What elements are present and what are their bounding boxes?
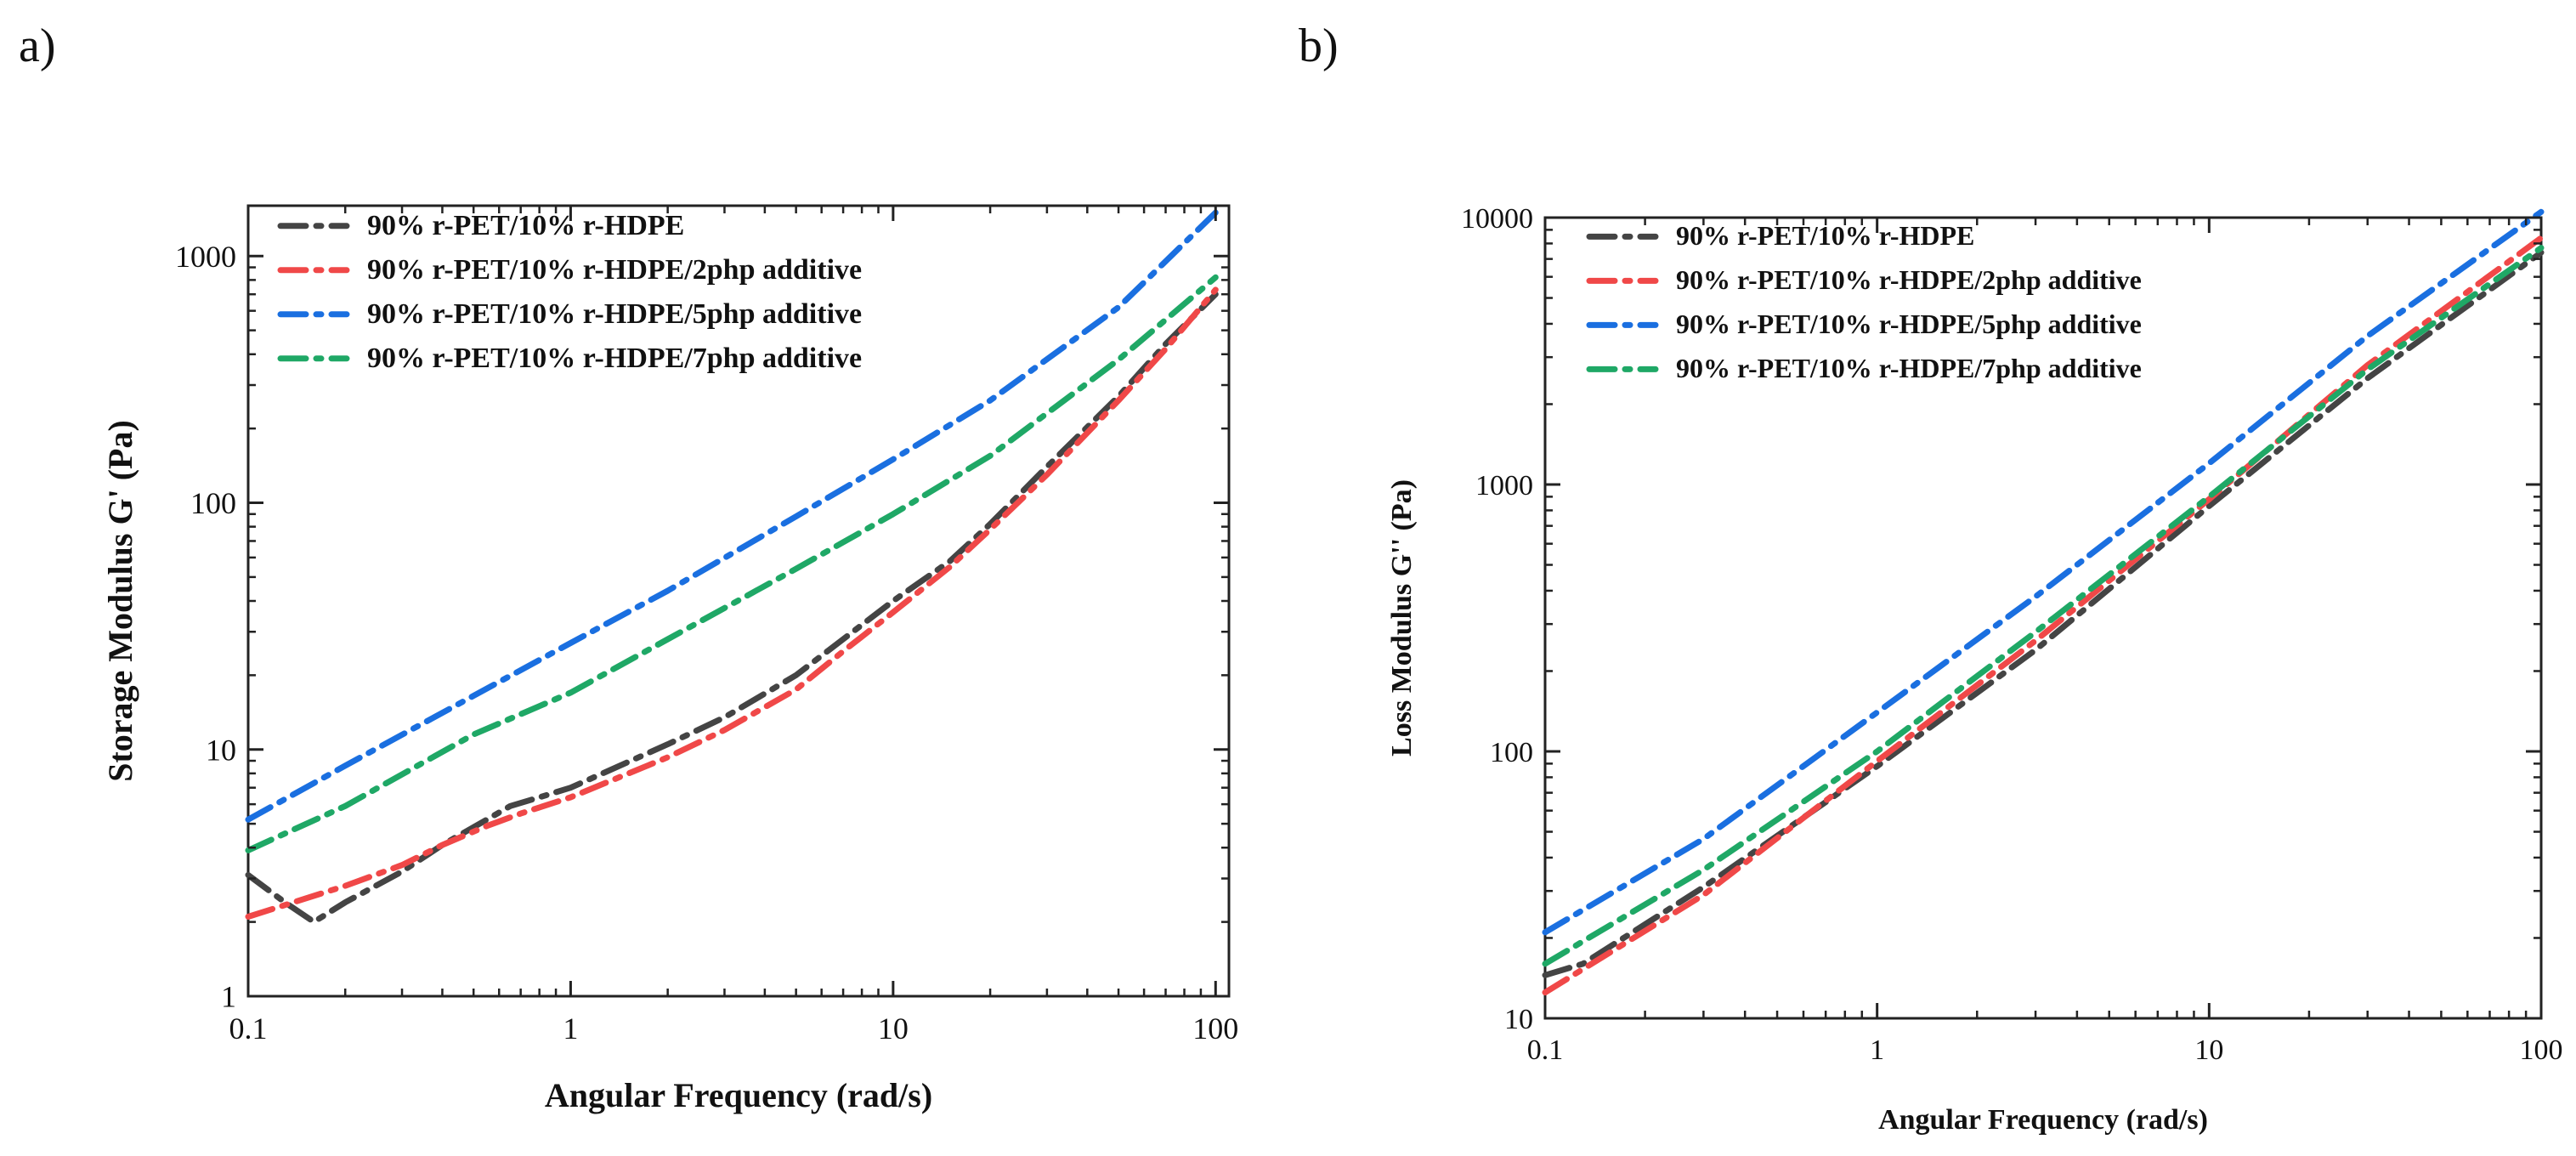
series-line-b-2 — [1542, 208, 2545, 936]
y-axis-title-b: Loss Modulus G'' (Pa) — [1386, 479, 1418, 756]
chart-loss-modulus: 0.1 1 10 100 10 100 1000 10000 90% r-PET/10% r-… — [1386, 203, 2563, 1136]
y-tick-label-b: 10000 — [1461, 203, 1533, 235]
y-tick-label-a: 1000 — [175, 240, 236, 274]
series-line-a-2 — [245, 209, 1219, 823]
y-tick-label-b: 1000 — [1475, 470, 1533, 502]
legend-label-b-3: 90% r-PET/10% r-HDPE/7php additive — [1676, 353, 2142, 383]
series-line-b-1 — [1542, 235, 2545, 996]
x-axis-title-a: Angular Frequency (rad/s) — [545, 1076, 932, 1114]
plot-frame-b — [1543, 216, 2543, 1020]
y-tick-label-a: 10 — [206, 733, 236, 767]
y-tick-label-b: 100 — [1490, 737, 1533, 768]
x-axis-title-b: Angular Frequency (rad/s) — [1878, 1104, 2208, 1136]
y-axis-title-a: Storage Modulus G' (Pa) — [101, 420, 139, 782]
y-tick-label-a: 1 — [221, 980, 236, 1014]
legend-label-a-2: 90% r-PET/10% r-HDPE/5php additive — [367, 298, 862, 330]
legend-label-a-3: 90% r-PET/10% r-HDPE/7php additive — [367, 343, 862, 374]
series-layer-a — [245, 209, 1219, 926]
series-line-a-1 — [245, 286, 1219, 920]
x-tick-label-a: 0.1 — [229, 1012, 268, 1046]
panel-label-a: a) — [19, 20, 56, 72]
series-layer-b — [1542, 208, 2545, 996]
legend-label-b-1: 90% r-PET/10% r-HDPE/2php additive — [1676, 264, 2142, 295]
x-tick-label-b: 100 — [2520, 1034, 2563, 1066]
x-tick-label-b: 0.1 — [1527, 1034, 1564, 1066]
series-line-a-0 — [245, 291, 1219, 926]
y-tick-label-b: 10 — [1504, 1004, 1533, 1035]
tick-layer-b: 0.1 1 10 100 10 100 1000 10000 — [1461, 203, 2563, 1066]
x-tick-label-a: 100 — [1192, 1012, 1238, 1046]
series-line-b-0 — [1542, 249, 2545, 978]
panel-label-b: b) — [1299, 20, 1339, 72]
legend-a: 90% r-PET/10% r-HDPE 90% r-PET/10% r-HDPE… — [277, 210, 862, 374]
legend-label-b-2: 90% r-PET/10% r-HDPE/5php additive — [1676, 309, 2142, 339]
y-tick-label-a: 100 — [190, 486, 236, 520]
x-tick-label-a: 10 — [878, 1012, 909, 1046]
legend-label-b-0: 90% r-PET/10% r-HDPE — [1676, 220, 1974, 251]
x-tick-label-b: 1 — [1870, 1034, 1884, 1066]
legend-b: 90% r-PET/10% r-HDPE 90% r-PET/10% r-HDPE… — [1586, 220, 2142, 383]
x-tick-label-a: 1 — [563, 1012, 578, 1046]
x-tick-label-b: 10 — [2194, 1034, 2223, 1066]
legend-label-a-1: 90% r-PET/10% r-HDPE/2php additive — [367, 254, 862, 286]
legend-label-a-0: 90% r-PET/10% r-HDPE — [367, 210, 684, 241]
series-line-a-3 — [245, 274, 1219, 853]
